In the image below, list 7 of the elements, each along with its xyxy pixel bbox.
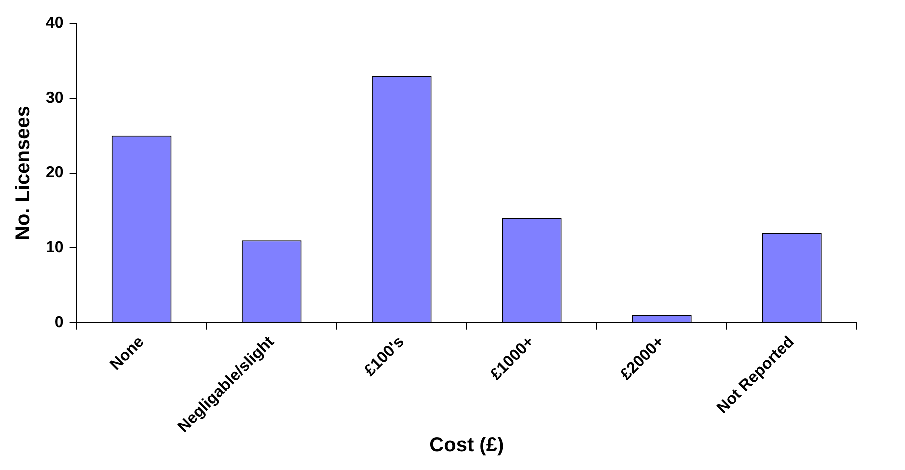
y-tick-label: 20 (46, 164, 64, 182)
y-tick-label: 40 (46, 15, 64, 32)
y-axis-title: No. Licensees (12, 106, 35, 241)
x-axis-title: Cost (£) (430, 434, 504, 457)
y-tick-label: 0 (54, 314, 64, 332)
y-tick-label: 10 (46, 239, 64, 256)
y-tick-label: 30 (46, 90, 64, 107)
